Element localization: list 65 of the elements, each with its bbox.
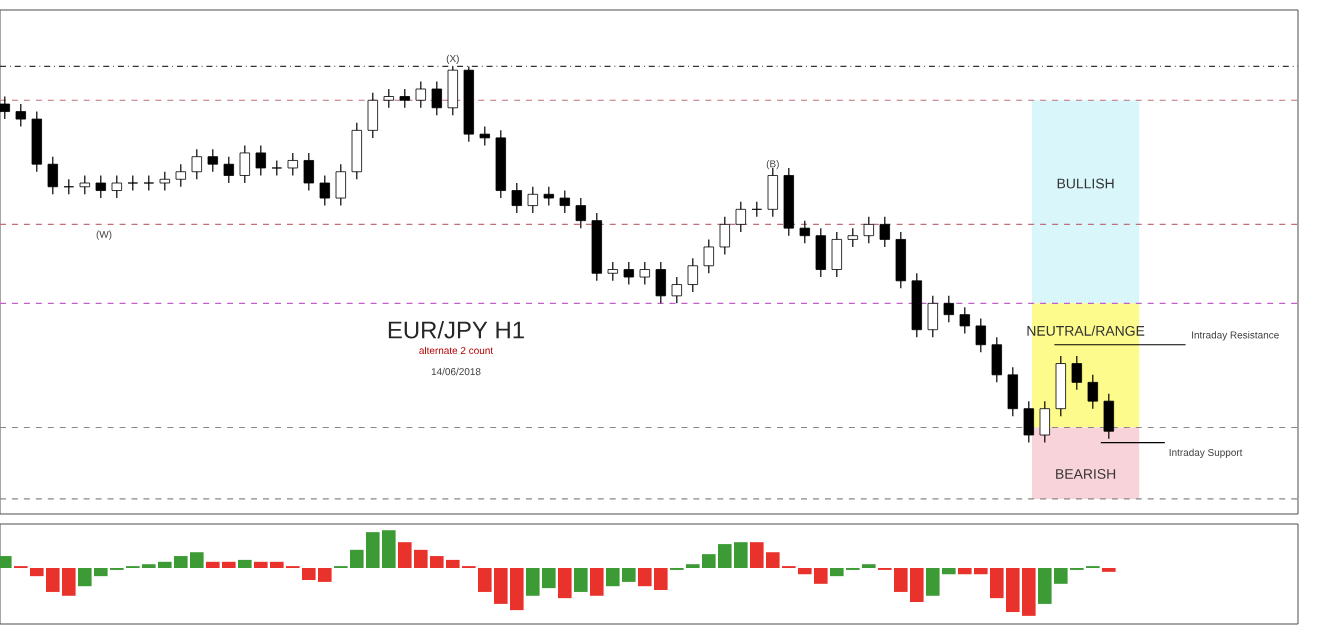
candlestick [655, 261, 666, 304]
candlestick [575, 197, 586, 229]
candlestick [831, 231, 842, 278]
candlestick [223, 156, 234, 184]
candlestick [687, 257, 698, 293]
candlestick [31, 110, 42, 173]
candlestick [335, 163, 346, 207]
candlestick [895, 231, 906, 289]
candlestick [207, 148, 218, 173]
candlestick [847, 227, 858, 248]
candlestick [447, 65, 458, 116]
candlestick [351, 122, 362, 180]
candlestick [1007, 366, 1018, 417]
candlestick [959, 306, 970, 335]
candlestick [559, 189, 570, 214]
candlestick [671, 276, 682, 304]
candlestick [735, 201, 746, 233]
candlestick [415, 80, 426, 109]
candlestick [511, 182, 522, 214]
candlestick [527, 186, 538, 214]
candlestick [159, 171, 170, 192]
candlestick [767, 167, 778, 218]
candlestick [639, 261, 650, 286]
candlestick [79, 174, 90, 195]
candlestick [543, 186, 554, 207]
candlestick [1023, 400, 1034, 444]
candlestick [927, 295, 938, 338]
bar [238, 559, 252, 569]
candlestick [1071, 355, 1083, 391]
candlestick [191, 148, 202, 180]
candlestick [1087, 374, 1099, 410]
candlestick [399, 88, 410, 109]
bar [590, 568, 604, 596]
candlestick [303, 152, 314, 192]
candlestick [1039, 400, 1050, 444]
candlestick [367, 92, 378, 139]
candlestick [975, 317, 986, 353]
bar [558, 568, 572, 599]
candlestick [607, 261, 618, 282]
candlestick [175, 163, 186, 188]
candlestick [111, 174, 122, 199]
candlestick [383, 88, 394, 109]
candlestick [703, 238, 714, 274]
candlestick [15, 103, 26, 128]
candlestick [239, 144, 250, 184]
candlestick [47, 156, 58, 195]
candlestick [479, 125, 490, 146]
candlestick [879, 216, 890, 248]
candlestick [287, 152, 298, 177]
bar [574, 568, 588, 592]
candlestick [943, 295, 954, 323]
candlestick [255, 144, 266, 177]
candlestick [799, 220, 810, 244]
candlestick [1055, 355, 1066, 417]
candlestick [991, 336, 1002, 383]
candlestick [863, 216, 874, 244]
candlestick [719, 216, 730, 256]
candlestick [95, 174, 106, 199]
text: EUR/JPY H1 [388, 320, 524, 339]
bar [0, 556, 12, 569]
candlestick [0, 95, 10, 120]
candlestick [319, 174, 330, 207]
candlestick [815, 227, 826, 278]
candlestick [623, 261, 634, 286]
candlestick [431, 80, 442, 116]
